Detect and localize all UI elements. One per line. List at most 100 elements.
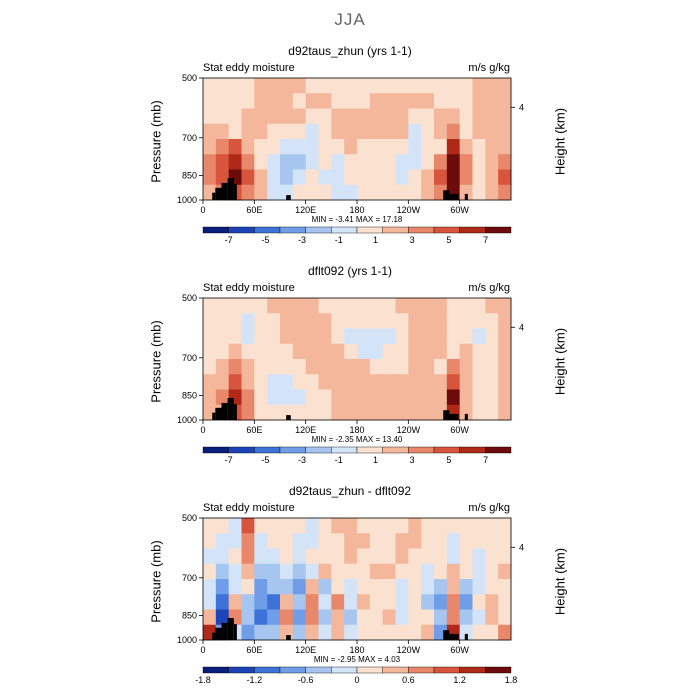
colorbar-label: 7 [483,455,488,465]
heatmap-cell [280,594,294,610]
terrain-block [464,193,468,200]
heatmap-cell [459,154,473,170]
heatmap-cell [305,518,319,534]
heatmap-cell [215,609,230,626]
heatmap-cell [292,108,307,125]
heatmap-cell [215,139,230,155]
heatmap-cell [395,533,409,549]
heatmap-cell [485,298,499,314]
heatmap-cell [228,123,242,140]
heatmap-cell [395,123,409,140]
heatmap-cell [292,123,307,140]
heatmap-cell [421,93,435,109]
heatmap-cell [305,123,319,140]
heatmap-cell [498,533,512,549]
terrain-block [443,410,450,420]
x-tick-label: 120E [295,645,316,655]
colorbar-swatch [433,666,460,674]
x-tick-label: 60W [450,205,469,215]
heatmap-cell [446,548,461,565]
panel-1-right-string: m/s g/kg [468,62,510,74]
terrain-block [233,624,237,640]
heatmap-cell [472,169,486,186]
heatmap-cell [446,93,461,109]
min-max-label: MIN = -2.95 MAX = 4.03 [314,655,401,664]
heatmap-cell [369,533,384,549]
heatmap-cell [472,518,486,534]
heatmap-cell [331,359,345,375]
heatmap-cell [485,154,499,170]
heatmap-cell [485,624,499,641]
terrain-block [449,193,459,200]
heatmap-cell [344,298,358,314]
heatmap-cell [228,579,242,595]
heatmap-cell [421,343,435,360]
heatmap-cell [215,298,230,314]
heatmap-cell [344,563,358,580]
heatmap-cell [421,594,435,610]
heatmap-cell [446,609,461,626]
terrain-block [221,622,228,640]
heatmap-cell [241,108,255,125]
heatmap-cell [459,123,473,140]
heatmap-cell [292,374,307,390]
panel-3-left-string: Stat eddy moisture [203,502,295,514]
heatmap-cell [318,404,332,421]
heatmap-cell [331,624,345,641]
colorbar-swatch [356,666,383,674]
heatmap-cell [292,563,307,580]
heatmap-cell [395,579,409,595]
heatmap-cell [344,343,358,360]
colorbar-swatch [305,666,332,674]
heatmap-cell [267,343,281,360]
heatmap-cell [459,298,473,314]
heatmap-cell [254,108,268,125]
colorbar-swatch [433,226,460,234]
heatmap-cell [267,169,281,186]
heatmap-cell [421,533,435,549]
heatmap-cell [215,533,230,549]
heatmap-cell [280,123,294,140]
heatmap-cell [382,123,396,140]
heatmap-cell [382,518,396,534]
heatmap-cell [267,389,281,406]
heatmap-cell [280,389,294,406]
heatmap-cell [369,169,384,186]
heatmap-cell [369,594,384,610]
heatmap-cell [408,624,422,641]
heatmap-cell [485,404,499,421]
heatmap-cell [421,328,435,345]
heatmap-cell [344,154,358,170]
heatmap-cell [369,93,384,109]
heatmap-cell [498,78,512,94]
heatmap-cell [267,78,281,94]
terrain-block [215,627,222,640]
heatmap-cell [292,389,307,406]
heatmap-cell [305,343,319,360]
colorbar-swatch [408,226,435,234]
colorbar-label: 1.2 [453,675,466,685]
heatmap-cell [331,374,345,390]
heatmap-cell [485,609,499,626]
heatmap-cell [344,624,358,641]
heatmap-cell [472,533,486,549]
terrain-block [212,192,216,200]
heatmap-cell [254,374,268,390]
heatmap-cell [215,328,230,345]
heatmap-cell [421,298,435,314]
heatmap-cell [241,609,255,626]
heatmap-cell [292,579,307,595]
colorbar-swatch [331,446,358,454]
heatmap-cell [395,78,409,94]
y-tick-label: 700 [182,573,197,583]
heatmap-cell [318,123,332,140]
x-tick-label: 120E [295,425,316,435]
colorbar-swatch [331,666,358,674]
heatmap-cell [446,533,461,549]
panel-1-ylabel-right: Height (km) [552,107,568,176]
colorbar-swatch [382,446,409,454]
colorbar-swatch [254,666,281,674]
terrain-block [227,398,234,420]
heatmap-cell [254,343,268,360]
heatmap-cell [408,78,422,94]
